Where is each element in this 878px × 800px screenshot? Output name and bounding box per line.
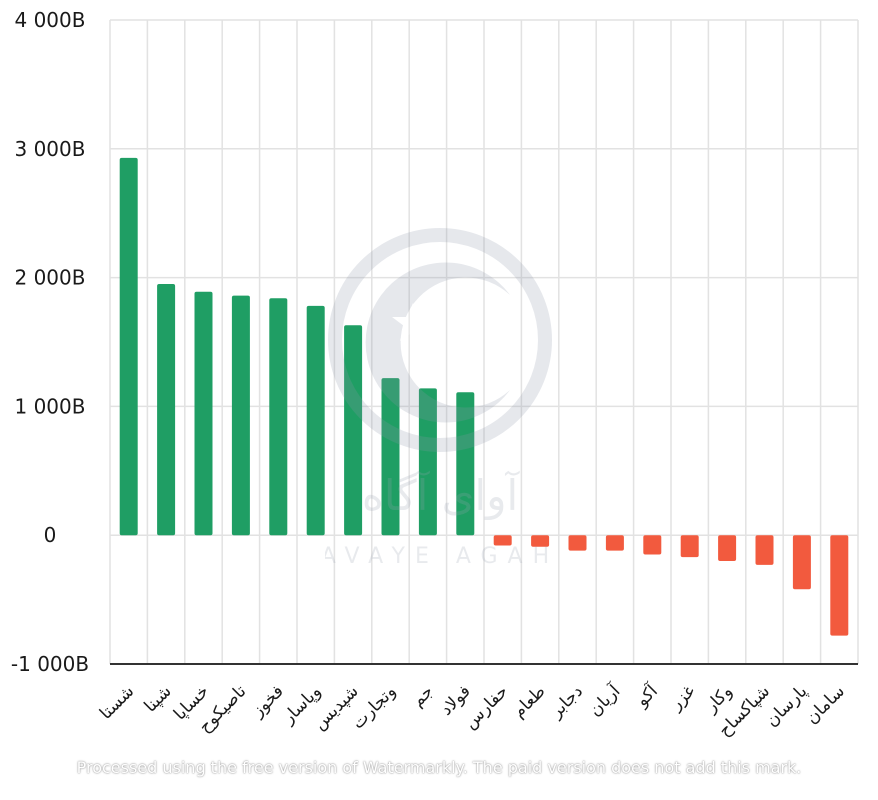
bar bbox=[680, 535, 699, 558]
y-tick-label: 4 000B bbox=[15, 8, 86, 32]
watermark-ring-icon bbox=[328, 228, 552, 452]
watermark-brand-text: آوای آگاه bbox=[362, 470, 521, 520]
x-category-label: غزر bbox=[666, 681, 700, 715]
watermark-star-icon bbox=[392, 303, 434, 341]
bar bbox=[418, 388, 437, 536]
bar bbox=[194, 291, 213, 536]
watermark-sub-text: AVAYE AGAH bbox=[325, 544, 555, 569]
bar bbox=[119, 157, 138, 536]
bar bbox=[493, 535, 512, 546]
bars bbox=[119, 157, 849, 636]
bar bbox=[381, 378, 400, 536]
x-category-label: دجابر bbox=[546, 681, 587, 722]
bar bbox=[830, 535, 849, 636]
gridlines bbox=[109, 19, 859, 664]
bar bbox=[231, 295, 250, 536]
watermark-crescent-icon bbox=[365, 262, 510, 423]
x-axis-labels: شستا شپناخساپاتاصیکوحفخوزوپاسارشپدیسوتجار… bbox=[96, 679, 849, 741]
bar bbox=[792, 535, 811, 590]
bar bbox=[531, 535, 550, 547]
bar bbox=[605, 535, 624, 551]
x-category-label: شستا bbox=[96, 681, 138, 723]
brand-watermark-sub: AVAYE AGAH bbox=[325, 544, 555, 569]
bar bbox=[157, 284, 176, 536]
bar bbox=[643, 535, 662, 555]
x-category-label: آکو bbox=[630, 679, 662, 711]
y-tick-label: 3 000B bbox=[15, 137, 86, 161]
footer-watermark: Processed using the free version of Wate… bbox=[76, 758, 802, 777]
bar bbox=[456, 392, 475, 536]
bar bbox=[568, 535, 587, 551]
bar bbox=[269, 298, 288, 536]
x-category-label: جم bbox=[408, 681, 438, 711]
bar bbox=[306, 305, 325, 536]
y-tick-label: 2 000B bbox=[15, 266, 86, 290]
bar bbox=[755, 535, 774, 565]
y-axis-ticks: -1 000B 0 1 000B 2 000B 3 000B 4 000B bbox=[11, 8, 89, 676]
y-tick-label: -1 000B bbox=[11, 652, 89, 676]
x-category-label: پارسان bbox=[762, 681, 812, 731]
brand-watermark: آوای آگاه bbox=[328, 228, 552, 520]
x-category-label: طعام bbox=[509, 681, 550, 722]
bar bbox=[344, 325, 363, 536]
x-category-label: سامان bbox=[802, 681, 849, 728]
bar bbox=[718, 535, 737, 561]
y-tick-label: 1 000B bbox=[15, 394, 86, 418]
x-category-label: آریان bbox=[584, 679, 625, 720]
y-tick-label: 0 bbox=[44, 523, 57, 547]
